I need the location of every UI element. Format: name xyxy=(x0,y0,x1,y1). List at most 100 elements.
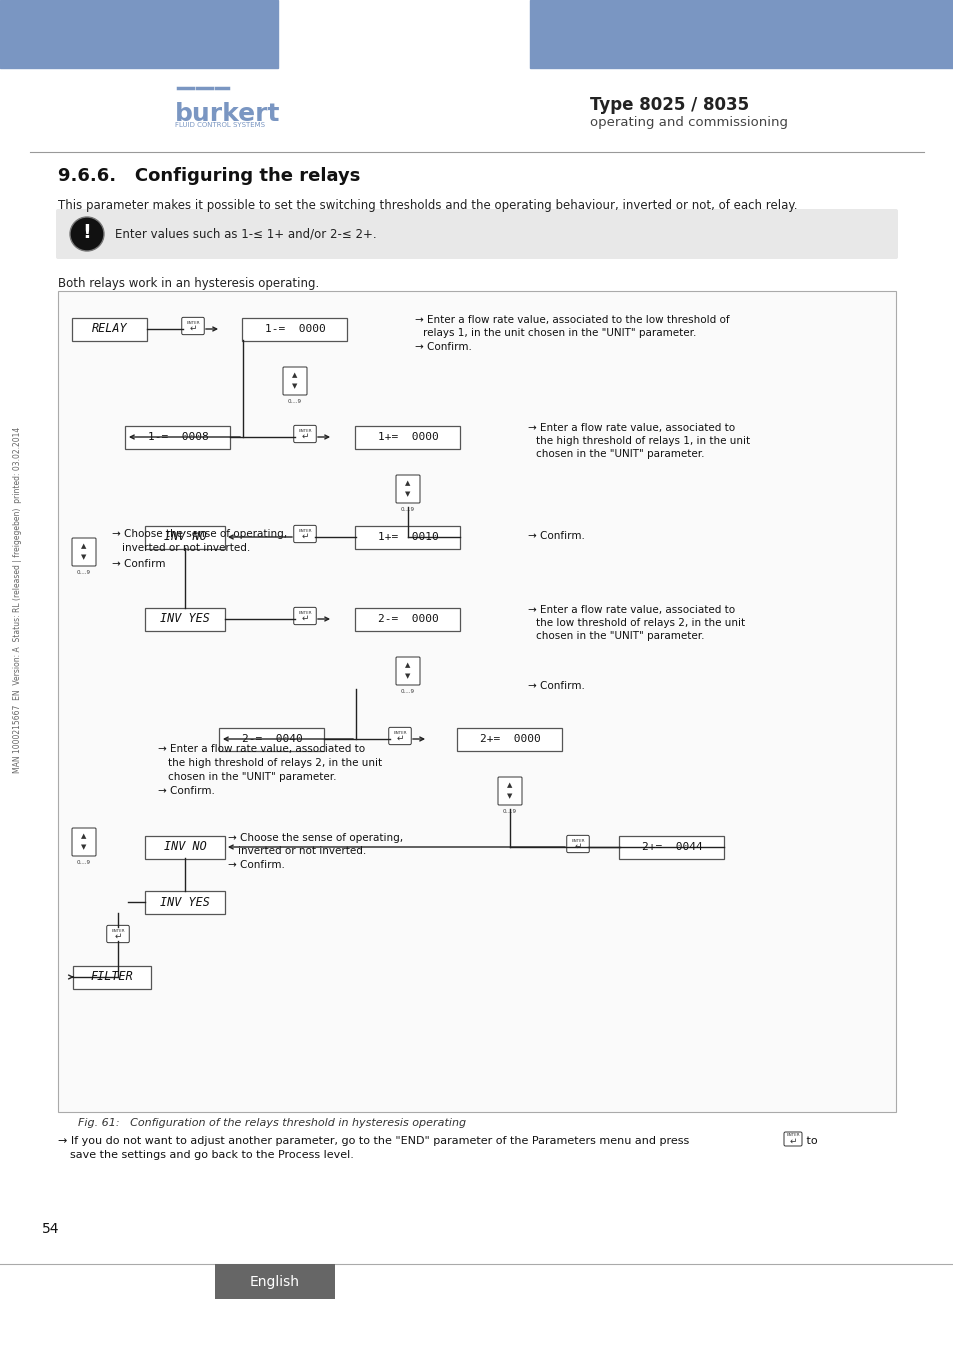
Text: 0....9: 0....9 xyxy=(77,570,91,575)
Text: ▼: ▼ xyxy=(405,491,410,498)
Text: 2+=  0044: 2+= 0044 xyxy=(641,842,701,852)
Text: save the settings and go back to the Process level.: save the settings and go back to the Pro… xyxy=(70,1150,354,1160)
FancyBboxPatch shape xyxy=(294,425,315,443)
Text: the high threshold of relays 1, in the unit: the high threshold of relays 1, in the u… xyxy=(536,436,749,446)
Text: ENTER: ENTER xyxy=(393,730,406,734)
Text: ▲: ▲ xyxy=(292,373,297,378)
FancyBboxPatch shape xyxy=(566,836,589,853)
Bar xyxy=(0,0,277,68)
Text: → Enter a flow rate value, associated to: → Enter a flow rate value, associated to xyxy=(527,423,735,433)
Text: FLUID CONTROL SYSTEMS: FLUID CONTROL SYSTEMS xyxy=(174,122,265,128)
Text: 2+=  0000: 2+= 0000 xyxy=(479,734,539,744)
Bar xyxy=(145,836,225,859)
Text: ↵: ↵ xyxy=(301,532,309,540)
Text: ▼: ▼ xyxy=(81,555,87,560)
Text: to: to xyxy=(802,1135,817,1146)
Bar xyxy=(355,425,460,448)
Text: Enter values such as 1-≤ 1+ and/or 2-≤ 2+.: Enter values such as 1-≤ 1+ and/or 2-≤ 2… xyxy=(115,228,376,240)
Text: ↵: ↵ xyxy=(301,432,309,440)
Text: ↵: ↵ xyxy=(788,1137,796,1146)
Text: 9.6.6.   Configuring the relays: 9.6.6. Configuring the relays xyxy=(58,167,360,185)
Text: RELAY: RELAY xyxy=(92,323,128,336)
Bar xyxy=(219,728,324,751)
Text: ENTER: ENTER xyxy=(298,528,312,532)
Bar xyxy=(145,525,225,548)
Text: INV YES: INV YES xyxy=(160,613,210,625)
Text: ▲: ▲ xyxy=(405,663,410,668)
Bar xyxy=(145,608,225,630)
FancyBboxPatch shape xyxy=(56,209,897,259)
FancyBboxPatch shape xyxy=(71,828,96,856)
Bar xyxy=(126,425,231,448)
Text: chosen in the "UNIT" parameter.: chosen in the "UNIT" parameter. xyxy=(536,630,703,641)
Text: → Confirm.: → Confirm. xyxy=(228,860,285,869)
Text: chosen in the "UNIT" parameter.: chosen in the "UNIT" parameter. xyxy=(536,450,703,459)
Text: This parameter makes it possible to set the switching thresholds and the operati: This parameter makes it possible to set … xyxy=(58,198,797,212)
Text: ▲: ▲ xyxy=(81,833,87,840)
Text: 0....9: 0....9 xyxy=(400,688,415,694)
FancyBboxPatch shape xyxy=(182,317,204,335)
Text: → Enter a flow rate value, associated to: → Enter a flow rate value, associated to xyxy=(158,744,365,755)
Bar xyxy=(457,728,562,751)
Text: MAN 1000215667  EN  Version: A  Status: RL (released | freigegeben)  printed: 03: MAN 1000215667 EN Version: A Status: RL … xyxy=(13,427,23,774)
Text: → Confirm.: → Confirm. xyxy=(527,531,584,541)
Text: 0....9: 0....9 xyxy=(288,400,302,404)
Text: chosen in the "UNIT" parameter.: chosen in the "UNIT" parameter. xyxy=(168,772,336,782)
Text: the low threshold of relays 2, in the unit: the low threshold of relays 2, in the un… xyxy=(536,618,744,628)
Text: 0....9: 0....9 xyxy=(77,860,91,865)
FancyBboxPatch shape xyxy=(783,1133,801,1146)
Bar xyxy=(72,317,148,340)
Text: ▲: ▲ xyxy=(81,544,87,549)
Text: INV NO: INV NO xyxy=(164,841,206,853)
Text: → Confirm.: → Confirm. xyxy=(527,680,584,691)
Bar xyxy=(530,0,953,68)
FancyBboxPatch shape xyxy=(388,728,411,745)
Text: the high threshold of relays 2, in the unit: the high threshold of relays 2, in the u… xyxy=(168,757,382,768)
Text: 1+=  0010: 1+= 0010 xyxy=(377,532,438,541)
Text: ↵: ↵ xyxy=(189,324,196,332)
Text: inverted or not inverted.: inverted or not inverted. xyxy=(122,543,250,554)
Text: ↵: ↵ xyxy=(114,931,122,941)
Text: Fig. 61:   Configuration of the relays threshold in hysteresis operating: Fig. 61: Configuration of the relays thr… xyxy=(78,1118,466,1129)
Text: operating and commissioning: operating and commissioning xyxy=(589,116,787,130)
Text: → Choose the sense of operating,: → Choose the sense of operating, xyxy=(112,529,287,539)
Text: ▼: ▼ xyxy=(405,674,410,679)
Text: ENTER: ENTER xyxy=(571,838,584,842)
Text: ▼: ▼ xyxy=(292,383,297,390)
Text: 2-=  0000: 2-= 0000 xyxy=(377,614,438,624)
Bar xyxy=(355,525,460,548)
Text: English: English xyxy=(250,1274,299,1289)
Text: ▼: ▼ xyxy=(507,794,512,799)
Text: INV NO: INV NO xyxy=(164,531,206,544)
Bar xyxy=(355,608,460,630)
Text: ENTER: ENTER xyxy=(298,610,312,614)
Bar xyxy=(214,1264,335,1299)
Text: INV YES: INV YES xyxy=(160,895,210,909)
Text: FILTER: FILTER xyxy=(91,971,133,984)
Text: Both relays work in an hysteresis operating.: Both relays work in an hysteresis operat… xyxy=(58,277,319,290)
Text: 0....9: 0....9 xyxy=(400,508,415,512)
Text: burkert: burkert xyxy=(174,103,280,126)
Bar xyxy=(145,891,225,914)
Text: ENTER: ENTER xyxy=(186,320,199,324)
Text: ▲: ▲ xyxy=(405,481,410,486)
Text: ENTER: ENTER xyxy=(785,1134,799,1138)
Text: ENTER: ENTER xyxy=(298,428,312,432)
Text: → Confirm.: → Confirm. xyxy=(158,786,214,796)
Text: 54: 54 xyxy=(42,1222,59,1237)
Text: 0....9: 0....9 xyxy=(502,809,517,814)
Circle shape xyxy=(70,217,104,251)
Bar xyxy=(618,836,723,859)
Text: → Enter a flow rate value, associated to the low threshold of: → Enter a flow rate value, associated to… xyxy=(415,315,729,325)
FancyBboxPatch shape xyxy=(497,778,521,805)
Text: ▼: ▼ xyxy=(81,845,87,850)
FancyBboxPatch shape xyxy=(283,367,307,396)
Bar xyxy=(73,965,151,988)
Text: 1-=  0000: 1-= 0000 xyxy=(264,324,325,333)
Text: 1+=  0000: 1+= 0000 xyxy=(377,432,438,441)
Text: Type 8025 / 8035: Type 8025 / 8035 xyxy=(589,96,748,113)
FancyBboxPatch shape xyxy=(395,657,419,684)
Text: → Confirm: → Confirm xyxy=(112,559,165,568)
Bar xyxy=(242,317,347,340)
Text: !: ! xyxy=(83,224,91,243)
